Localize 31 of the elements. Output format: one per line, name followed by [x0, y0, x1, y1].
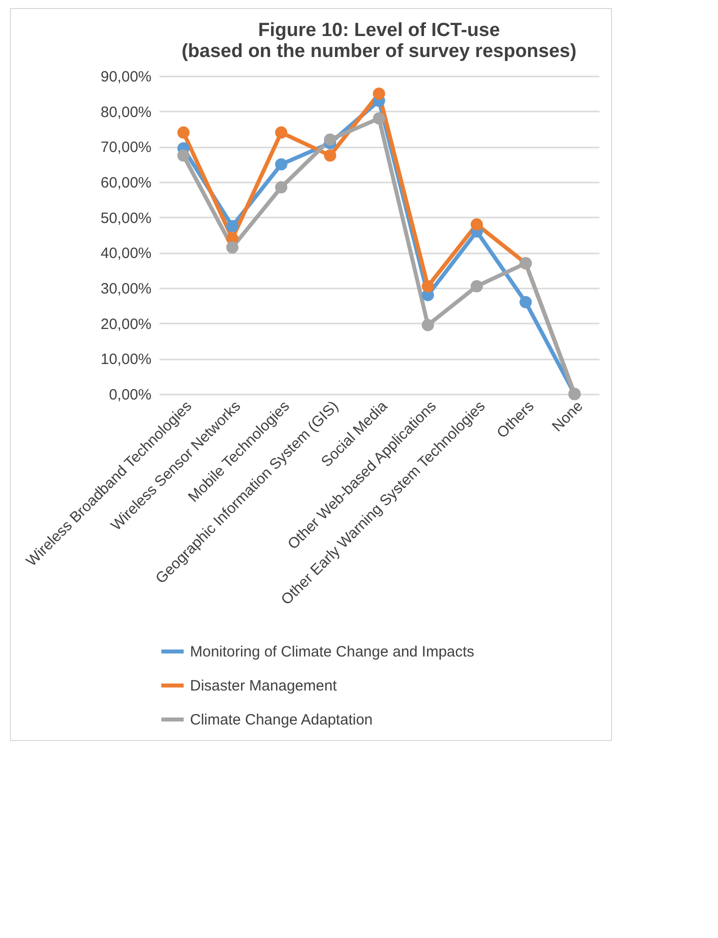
point: [275, 181, 288, 194]
y-tick-label: 20,00%: [100, 316, 152, 333]
point: [177, 126, 190, 139]
y-tick-label: 10,00%: [100, 351, 152, 368]
text: Figure 10: Level of ICT-use: [258, 20, 500, 41]
point: [470, 280, 483, 292]
point: [372, 112, 386, 125]
point: [422, 318, 434, 332]
point: [177, 149, 190, 162]
legend-label: Disaster Management: [190, 678, 338, 694]
text: (based on the number of survey responses): [182, 41, 576, 62]
point: [226, 241, 238, 254]
legend-label: Climate Change Adaptation: [190, 712, 373, 728]
point: [470, 218, 483, 231]
y-tick-label: 60,00%: [100, 174, 152, 192]
y-tick-label: 50,00%: [100, 210, 152, 227]
point: [324, 149, 336, 162]
y-tick-label: 80,00%: [100, 104, 152, 121]
y-tick-label: 40,00%: [100, 245, 152, 262]
point: [275, 126, 288, 139]
y-tick-label: 0,00%: [108, 386, 152, 404]
y-tick-label: 90,00%: [100, 68, 152, 86]
point: [275, 158, 288, 170]
point: [422, 280, 434, 292]
point: [520, 296, 532, 308]
y-tick-label: 70,00%: [100, 139, 152, 156]
y-tick-label: 30,00%: [100, 280, 152, 298]
point: [324, 133, 336, 146]
legend-label: Monitoring of Climate Change and Impacts: [190, 644, 474, 660]
point: [226, 220, 238, 232]
point: [372, 88, 386, 100]
